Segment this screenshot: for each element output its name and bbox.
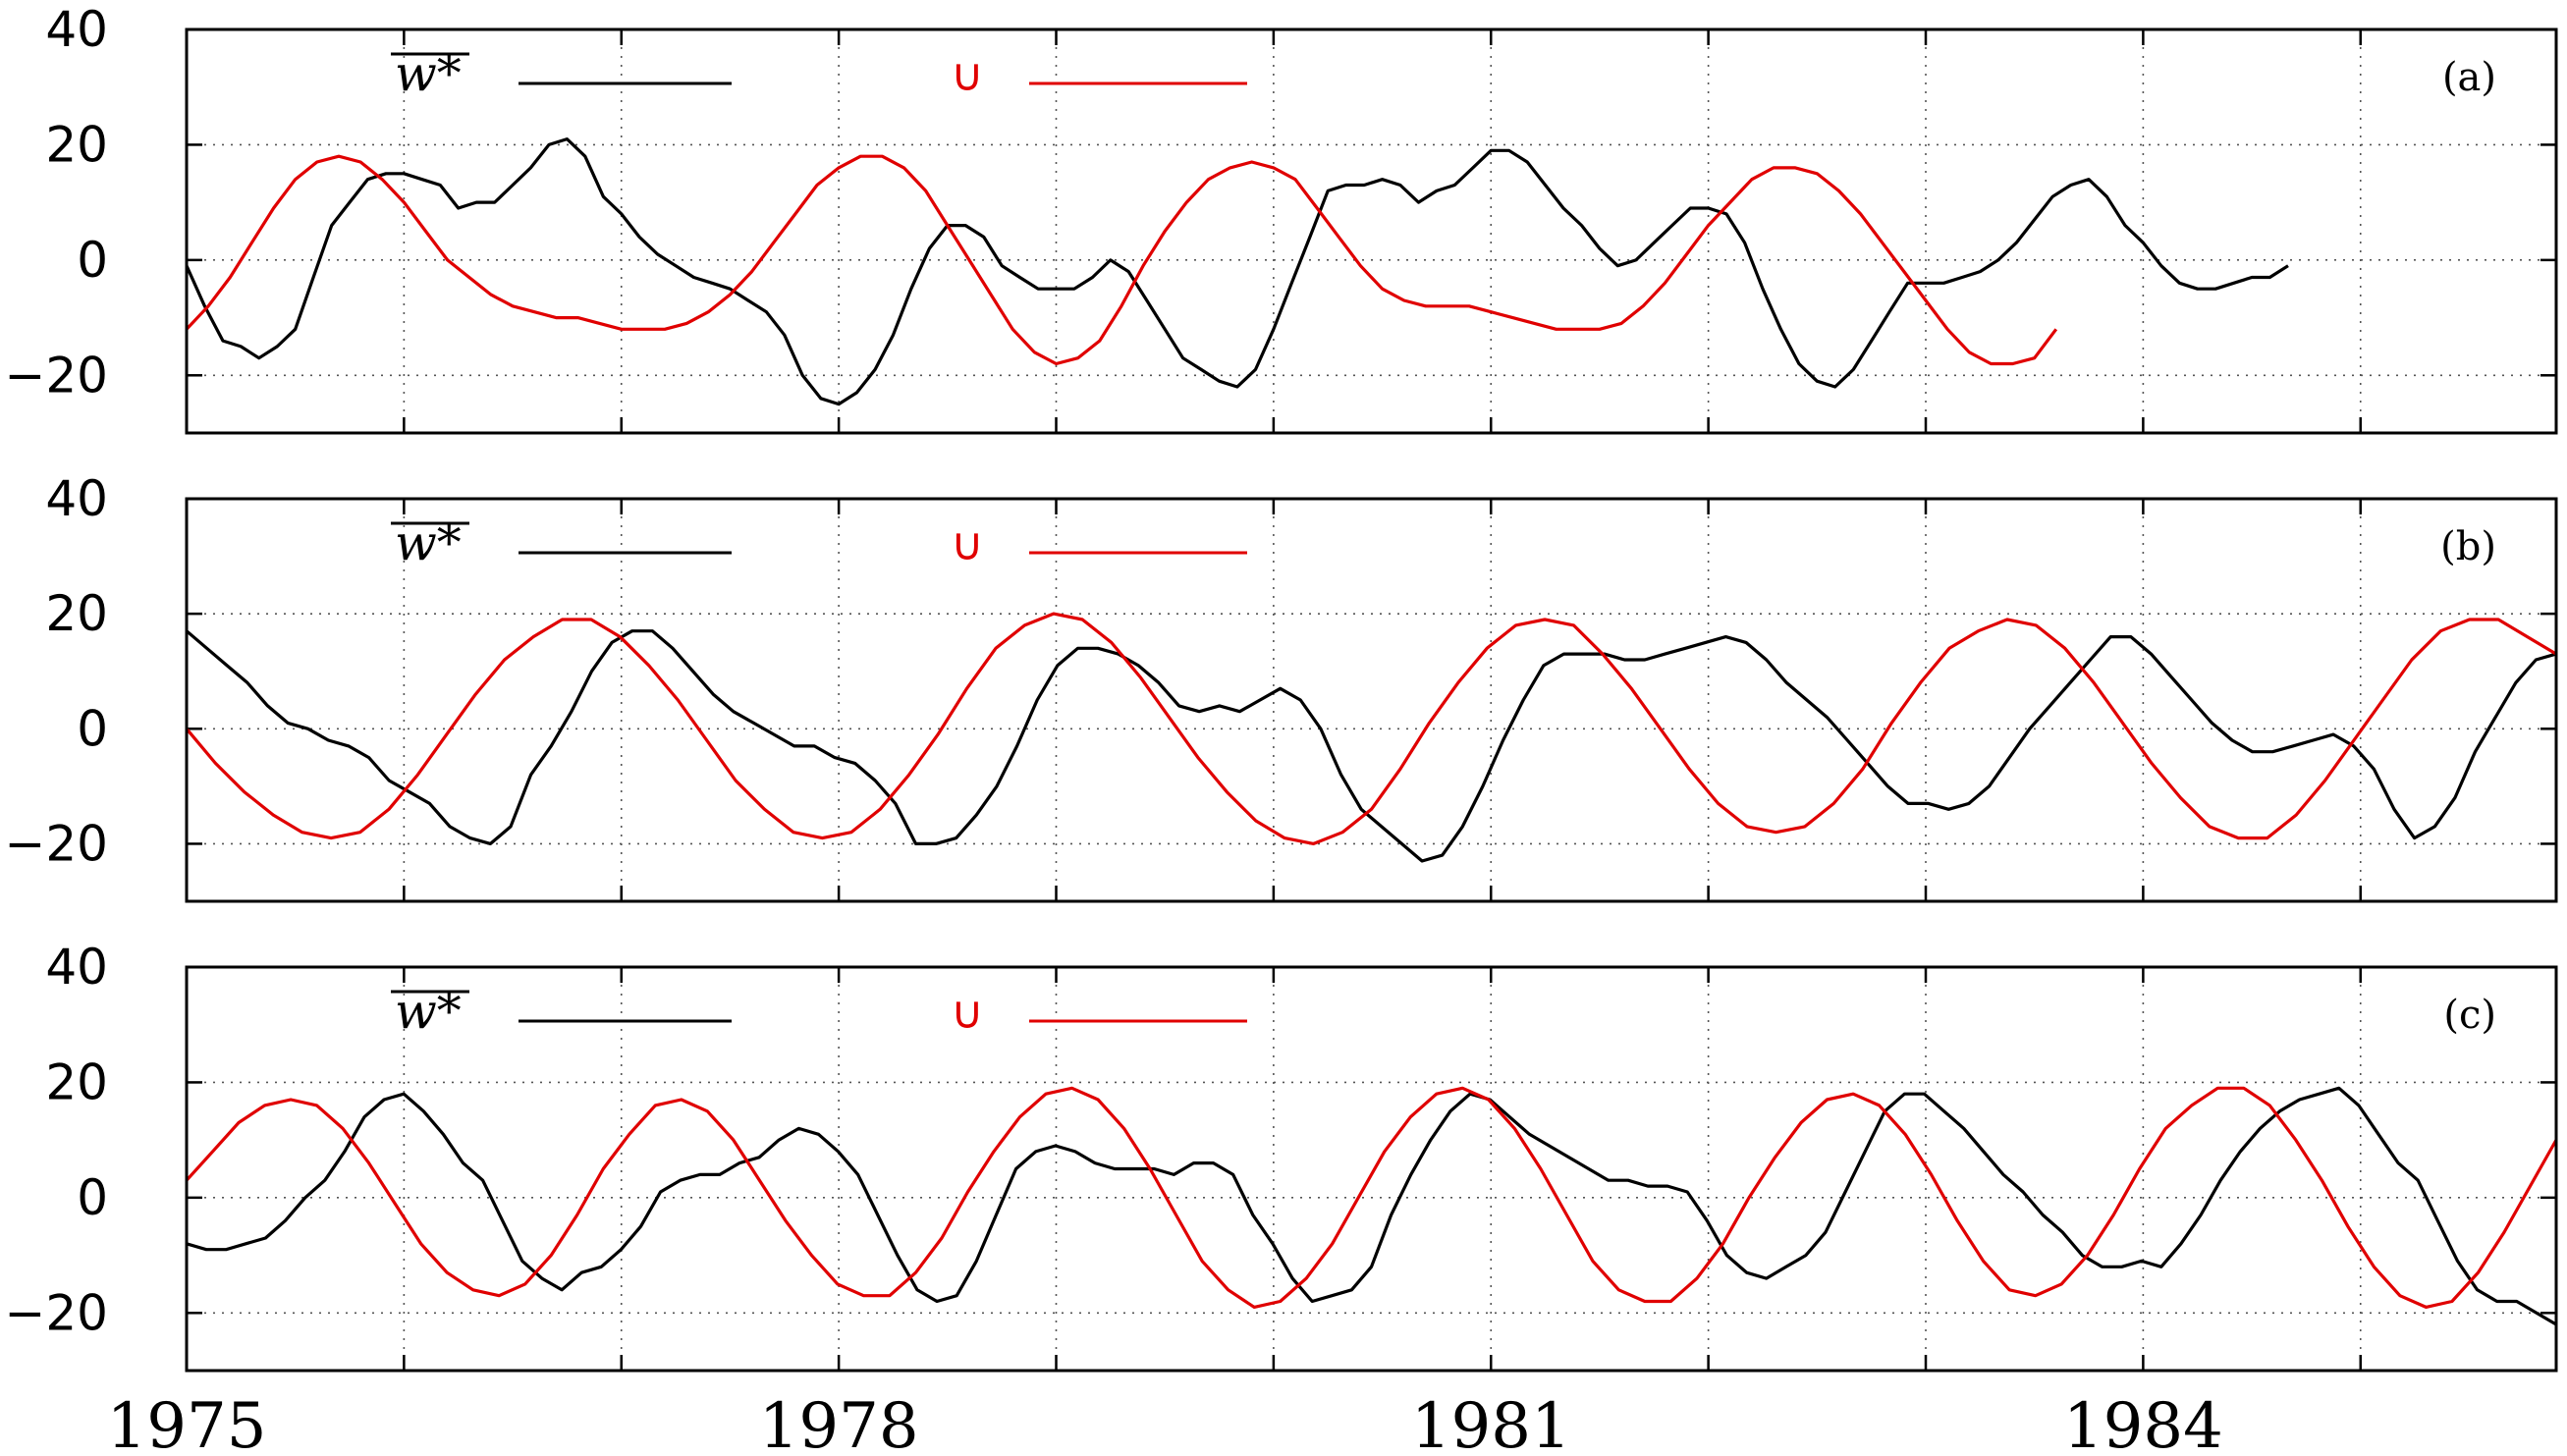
legend-u-label: ∪ [951,517,984,570]
series-w-star-line [185,137,2289,406]
panel-label: (b) [2440,524,2496,569]
y-tick-label: −20 [4,347,108,404]
series-u-line [185,1086,2558,1310]
panel-label: (c) [2443,993,2496,1038]
legend-u-label: ∪ [951,48,984,101]
series-w-star-line [186,1086,2557,1326]
y-tick-label: 0 [77,1169,108,1226]
panel-label: (a) [2442,55,2496,100]
x-tick-label: 1984 [2063,1390,2223,1456]
series-u-line [185,154,2058,366]
y-tick-label: −20 [4,1284,108,1341]
x-tick-label: 1981 [1411,1390,1571,1456]
y-tick-label: −20 [4,815,108,872]
x-axis-labels: 1975 1978 1981 1984 [107,1390,2223,1456]
y-tick-label: 40 [45,1,108,58]
x-tick-label: 1975 [107,1390,267,1456]
axes-frame [185,965,2558,1373]
legend-u-label: ∪ [951,986,984,1039]
y-tick-label: 20 [45,1053,108,1110]
series-u-line [185,612,2557,846]
y-tick-label: 40 [45,470,108,527]
axes-frame [185,27,2558,435]
y-tick-label: 0 [77,232,108,289]
y-tick-label: 0 [77,700,108,757]
x-tick-label: 1978 [759,1390,919,1456]
axes-frame [185,497,2558,903]
y-tick-label: 40 [45,939,108,996]
y-tick-label: 20 [45,116,108,173]
series-w-star-line [185,629,2557,863]
y-tick-label: 20 [45,585,108,642]
